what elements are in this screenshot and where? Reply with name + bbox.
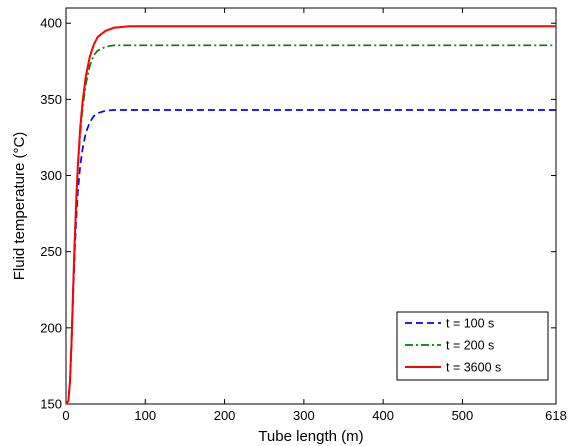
legend-label-1: t = 100 s xyxy=(446,317,494,331)
y-tick-label: 250 xyxy=(40,244,62,259)
series-line-3 xyxy=(65,25,556,405)
series-lines xyxy=(65,25,556,405)
y-tick-label: 200 xyxy=(40,320,62,335)
x-tick-label: 400 xyxy=(372,408,394,423)
x-tick-label: 100 xyxy=(134,408,156,423)
x-tick-label: 500 xyxy=(452,408,474,423)
x-axis-label: Tube length (m) xyxy=(258,428,363,445)
legend-label-2: t = 200 s xyxy=(446,339,494,353)
y-tick-label: 300 xyxy=(40,168,62,183)
legend-label-3: t = 3600 s xyxy=(446,361,501,375)
x-tick-label: 0 xyxy=(62,408,69,423)
chart-legend: t = 100 s t = 200 s t = 3600 s xyxy=(396,311,549,381)
x-tick-label: 618 xyxy=(545,408,567,423)
y-tick-label: 150 xyxy=(40,397,62,412)
plot-area-frame xyxy=(65,7,557,405)
x-tick-label: 200 xyxy=(214,408,236,423)
axis-ticks: 0 100 200 300 400 500 618 150 200 250 300 350 400 xyxy=(40,8,567,423)
y-axis-label: Fluid temperature (°C) xyxy=(11,132,28,281)
x-tick-label: 300 xyxy=(293,408,315,423)
y-tick-label: 350 xyxy=(40,92,62,107)
y-tick-label: 400 xyxy=(40,16,62,31)
